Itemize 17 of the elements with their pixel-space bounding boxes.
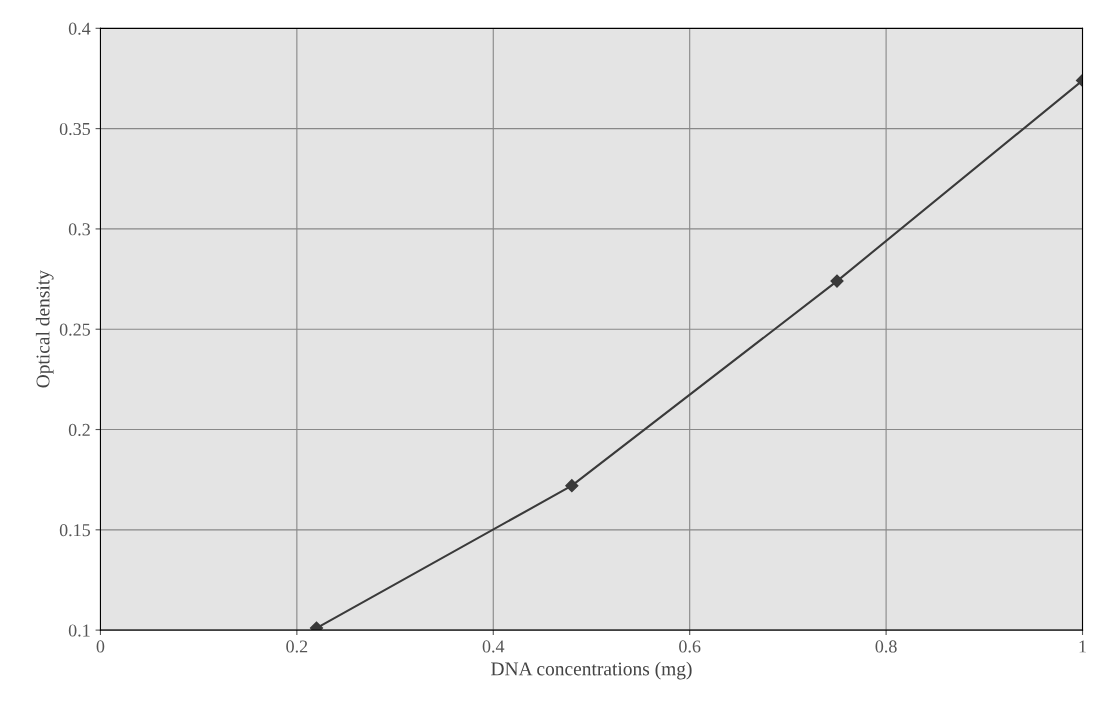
y-tick-label: 0.25 (59, 323, 91, 336)
y-tick-label: 0.35 (59, 122, 91, 136)
y-tick-label: 0.4 (68, 22, 91, 35)
y-tick-label: 0.2 (68, 423, 90, 437)
x-tick-label: 0.6 (679, 640, 701, 653)
x-axis-title: DNA concentrations (mg) (491, 661, 692, 680)
x-tick-label: 0.4 (482, 640, 505, 653)
y-tick-label: 0.3 (68, 223, 91, 236)
point (830, 274, 844, 288)
y-axis-title: Optical density (35, 270, 54, 388)
x-tick-label: 0.2 (286, 640, 308, 653)
y-tick-label: 0.1 (68, 624, 90, 637)
x-tick-label: 0 (96, 640, 105, 653)
x-tick-label: 0.8 (875, 640, 897, 653)
y-tick-label: 0.15 (59, 524, 91, 537)
x-tick-label: 1 (1079, 640, 1086, 653)
point (565, 479, 579, 493)
